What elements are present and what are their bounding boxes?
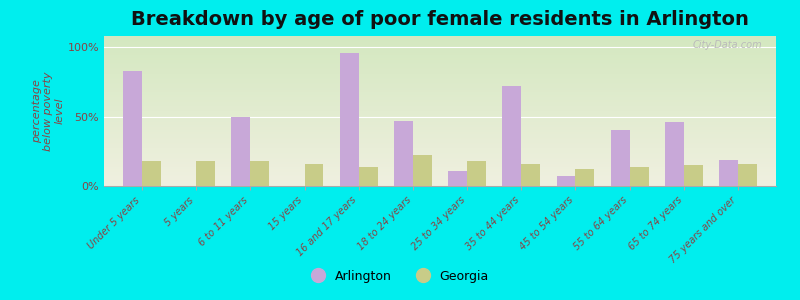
Bar	[448, 171, 467, 186]
Bar	[394, 121, 413, 186]
Bar	[575, 169, 594, 186]
Bar	[719, 160, 738, 186]
Bar	[250, 161, 270, 186]
Bar	[196, 161, 215, 186]
Bar	[630, 167, 649, 186]
Text: City-Data.com: City-Data.com	[693, 40, 762, 50]
Bar	[142, 161, 161, 186]
Bar	[684, 165, 703, 186]
Bar	[467, 161, 486, 186]
Bar	[123, 71, 142, 186]
Bar	[665, 122, 684, 186]
Bar	[738, 164, 757, 186]
Bar	[305, 164, 323, 186]
Bar	[358, 167, 378, 186]
Bar	[557, 176, 575, 186]
Bar	[413, 155, 432, 186]
Bar	[231, 117, 250, 186]
Bar	[502, 86, 522, 186]
Y-axis label: percentage
below poverty
level: percentage below poverty level	[31, 71, 65, 151]
Bar	[522, 164, 540, 186]
Legend: Arlington, Georgia: Arlington, Georgia	[307, 265, 493, 288]
Bar	[610, 130, 630, 186]
Title: Breakdown by age of poor female residents in Arlington: Breakdown by age of poor female resident…	[131, 10, 749, 29]
Bar	[340, 53, 358, 186]
